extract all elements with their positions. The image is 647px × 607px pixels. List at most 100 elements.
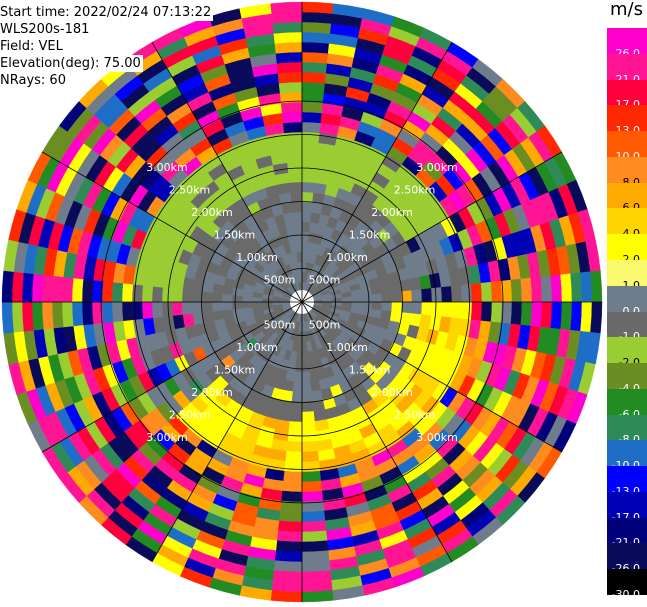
colorbar-swatch	[607, 414, 647, 441]
colorbar-swatch	[607, 440, 647, 467]
colorbar-swatch	[607, 208, 647, 235]
radar-gate	[131, 301, 144, 320]
range-ring-label: 1.50km	[349, 228, 391, 241]
range-ring-label: 500m	[264, 319, 296, 332]
radar-gate	[490, 280, 503, 303]
radar-gate	[1, 301, 14, 334]
radar-gate	[294, 231, 303, 243]
radar-gate	[284, 460, 303, 473]
radar-gate	[301, 560, 331, 573]
colorbar-swatch	[607, 543, 647, 570]
radar-gate	[211, 301, 223, 312]
radar-gate	[301, 201, 313, 213]
radar-gate	[11, 301, 24, 333]
colorbar-swatch	[607, 466, 647, 493]
radar-gate	[287, 161, 303, 173]
radar-gate	[530, 301, 543, 328]
radar-gate	[277, 71, 303, 84]
radar-gate	[280, 202, 293, 215]
radar-gate	[301, 61, 328, 74]
nrays-text: NRays: 60	[0, 72, 68, 89]
radar-gate	[292, 381, 303, 393]
colorbar-swatch	[607, 182, 647, 209]
radar-gate	[270, 1, 303, 14]
radar-gate	[301, 151, 318, 163]
radar-gate	[550, 301, 563, 330]
radar-gate	[301, 580, 333, 593]
radar-gate	[301, 41, 330, 54]
radar-gate	[391, 301, 403, 313]
colorbar-swatch	[607, 234, 647, 261]
radar-gate	[41, 274, 54, 303]
radar-gate	[251, 301, 263, 308]
radar-gate	[301, 121, 322, 134]
radar-gate	[161, 301, 173, 317]
range-ring-label: 1.00km	[236, 341, 278, 354]
colorbar-swatch	[607, 363, 647, 390]
colorbar-swatch	[607, 53, 647, 81]
colorbar-swatch	[607, 28, 647, 55]
radar-gate	[510, 301, 523, 326]
radar-gate	[301, 381, 312, 393]
range-ring-label: 2.00km	[191, 386, 233, 399]
range-ring-label: 2.00km	[371, 206, 413, 219]
radar-gate	[61, 301, 74, 328]
radar-gate	[389, 280, 402, 293]
radar-gate	[480, 281, 493, 303]
radar-gate	[301, 450, 319, 463]
radar-gate	[530, 276, 543, 303]
radar-gate	[301, 71, 327, 84]
radar-gate	[301, 81, 326, 94]
range-ring-label: 2.00km	[371, 386, 413, 399]
range-ring-label: 3.00km	[146, 431, 188, 444]
radar-gate	[301, 530, 328, 543]
radar-gate	[51, 301, 64, 329]
radar-gate	[520, 277, 533, 303]
radar-gate	[351, 295, 363, 303]
radar-gate	[460, 301, 473, 320]
radar-gate	[371, 293, 383, 303]
colorbar-tick-label: -30.0	[611, 588, 640, 601]
radar-gate	[11, 271, 24, 303]
radar-gate	[221, 293, 233, 303]
radar-gate	[291, 201, 303, 213]
radar-gate	[301, 31, 331, 44]
azimuth-spoke	[151, 301, 303, 563]
colorbar-swatch	[607, 131, 647, 158]
colorbar-swatch	[607, 569, 647, 596]
azimuth-spoke	[151, 41, 303, 303]
radar-gate	[301, 211, 312, 223]
radar-gate	[101, 280, 114, 303]
radar-gate	[301, 570, 332, 583]
radar-gate	[161, 287, 173, 303]
radar-gate	[276, 409, 291, 422]
range-ring-label: 2.50km	[169, 183, 211, 196]
field-text: Field: VEL	[0, 38, 65, 55]
radar-gate	[311, 389, 324, 402]
radar-gate	[151, 286, 163, 303]
radar-gate	[81, 301, 94, 326]
radar-gate	[296, 251, 303, 263]
radar-gate	[590, 270, 603, 303]
range-ring-label: 1.00km	[326, 251, 368, 264]
radar-gate	[570, 272, 583, 303]
radar-gate	[301, 171, 316, 183]
radar-gate	[421, 288, 433, 303]
radar-gate	[101, 301, 114, 324]
colorbar-swatch	[607, 259, 647, 287]
radar-gate	[287, 431, 303, 443]
radar-gate	[520, 301, 533, 327]
radar-gate	[288, 171, 303, 183]
radar-gate	[590, 301, 603, 334]
radar-gate	[301, 141, 319, 154]
radar-gate	[291, 391, 303, 403]
range-ring-label: 2.50km	[169, 409, 211, 422]
radar-gate	[282, 470, 303, 483]
radar-gate	[421, 301, 433, 316]
radar-gate	[273, 560, 303, 573]
range-ring-label: 2.50km	[394, 183, 436, 196]
radar-gate	[201, 291, 213, 303]
colorbar-swatch	[607, 105, 647, 132]
range-ring-label: 1.00km	[326, 341, 368, 354]
start-time-text: Start time: 2022/02/24 07:13:22	[0, 4, 214, 21]
